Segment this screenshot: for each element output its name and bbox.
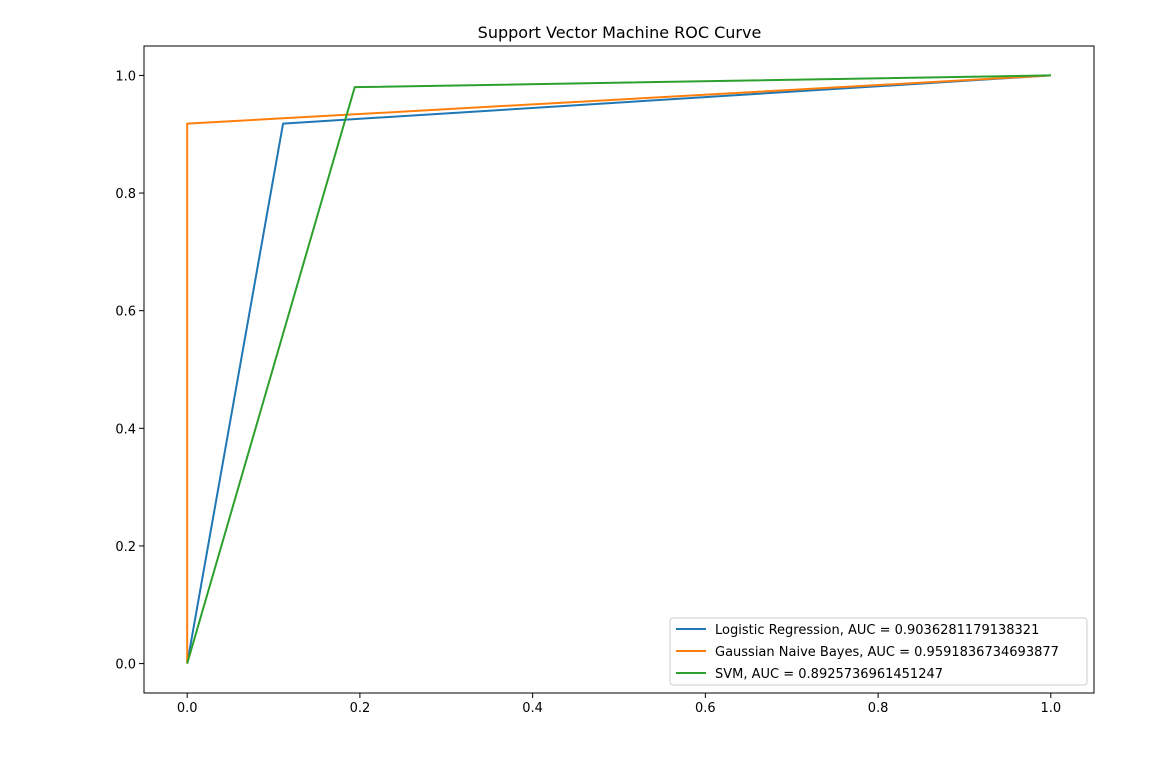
y-tick-label: 0.4: [115, 422, 136, 437]
legend: Logistic Regression, AUC = 0.90362811791…: [669, 617, 1088, 686]
x-tick-label: 0.6: [695, 701, 716, 716]
legend-label-2: SVM, AUC = 0.8925736961451247: [715, 667, 943, 682]
y-tick-label: 0.0: [115, 658, 136, 673]
y-tick-label: 1.0: [115, 69, 136, 84]
plot-frame: [143, 45, 1095, 694]
x-tick-label: 0.2: [350, 701, 371, 716]
y-axis: 0.0 0.2 0.4 0.6 0.8 1.0: [115, 69, 144, 673]
legend-box: [669, 617, 1088, 686]
legend-label-1: Gaussian Naive Bayes, AUC = 0.9591836734…: [715, 645, 1059, 660]
chart-title: Support Vector Machine ROC Curve: [478, 23, 762, 42]
series-line-0: [186, 74, 1051, 664]
x-axis: 0.0 0.2 0.4 0.6 0.8 1.0: [177, 693, 1061, 716]
y-tick-label: 0.2: [115, 540, 136, 555]
y-tick-label: 0.6: [115, 305, 136, 320]
x-tick-label: 1.0: [1040, 701, 1061, 716]
series-line-2: [186, 74, 1051, 664]
x-tick-label: 0.8: [868, 701, 889, 716]
x-tick-label: 0.0: [177, 701, 198, 716]
series-line-1: [186, 74, 1051, 664]
legend-label-0: Logistic Regression, AUC = 0.90362811791…: [715, 623, 1039, 638]
y-tick-label: 0.8: [115, 187, 136, 202]
x-tick-label: 0.4: [522, 701, 543, 716]
plot-area: [186, 74, 1051, 664]
